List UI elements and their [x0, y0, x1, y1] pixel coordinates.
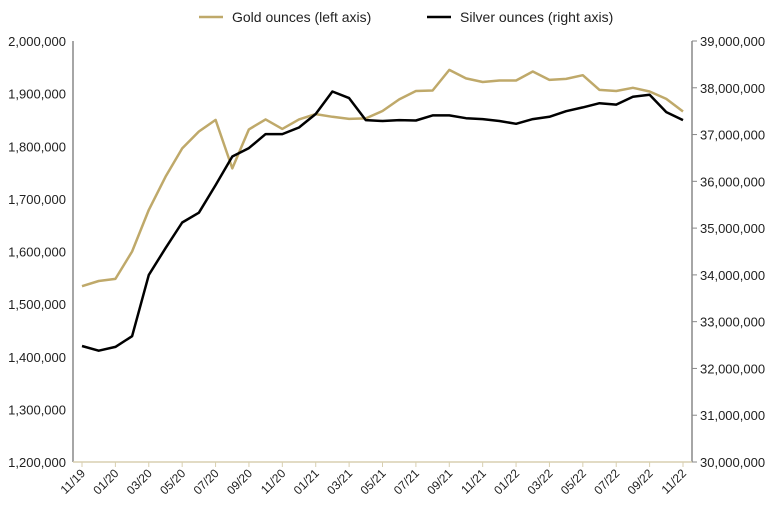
right-tick-label: 35,000,000: [700, 221, 765, 236]
right-tick-label: 39,000,000: [700, 34, 765, 49]
gold-series-line: [81, 68, 684, 288]
right-tick-label: 37,000,000: [700, 128, 765, 143]
series-lines: [81, 68, 684, 352]
right-tick-label: 33,000,000: [700, 315, 765, 330]
x-tick-label: 05/20: [157, 466, 188, 497]
x-tick-label: 07/20: [191, 466, 222, 497]
legend-gold-label: Gold ounces (left axis): [232, 9, 371, 25]
x-tick-label: 01/22: [491, 466, 522, 497]
left-tick-label: 2,000,000: [8, 34, 66, 49]
x-tick-label: 11/19: [58, 466, 89, 497]
x-tick-label: 11/22: [659, 466, 690, 497]
left-tick-label: 1,300,000: [8, 402, 66, 417]
left-tick-label: 1,900,000: [8, 87, 66, 102]
x-tick-label: 09/20: [224, 466, 255, 497]
right-tick-label: 38,000,000: [700, 81, 765, 96]
left-tick-label: 1,700,000: [8, 192, 66, 207]
x-tick-label: 07/21: [391, 466, 422, 497]
legend: Gold ounces (left axis) Silver ounces (r…: [199, 9, 613, 25]
x-tick-label: 03/22: [524, 466, 555, 497]
right-tick-label: 34,000,000: [700, 268, 765, 283]
silver-series-line: [81, 90, 684, 352]
right-tick-label: 32,000,000: [700, 361, 765, 376]
x-tick-label: 03/20: [124, 466, 155, 497]
left-tick-label: 1,600,000: [8, 245, 66, 260]
x-tick-label: 07/22: [591, 466, 622, 497]
legend-silver-label: Silver ounces (right axis): [460, 9, 613, 25]
right-tick-label: 36,000,000: [700, 174, 765, 189]
x-tick-label: 05/21: [357, 466, 388, 497]
right-tick-label: 30,000,000: [700, 455, 765, 470]
x-tick-label: 11/20: [258, 466, 289, 497]
x-tick-label: 01/21: [291, 466, 322, 497]
left-tick-label: 1,200,000: [8, 455, 66, 470]
x-tick-label: 11/21: [458, 466, 489, 497]
x-tick-label: 03/21: [324, 466, 355, 497]
left-tick-label: 1,500,000: [8, 297, 66, 312]
x-tick-label: 09/22: [625, 466, 656, 497]
left-tick-label: 1,800,000: [8, 139, 66, 154]
x-tick-label: 05/22: [558, 466, 589, 497]
x-tick-label: 09/21: [424, 466, 455, 497]
x-tick-label: 01/20: [90, 466, 121, 497]
left-tick-label: 1,400,000: [8, 350, 66, 365]
right-tick-label: 31,000,000: [700, 408, 765, 423]
axes: 1,200,000 1,300,000 1,400,000 1,500,000 1,60…: [8, 34, 765, 497]
